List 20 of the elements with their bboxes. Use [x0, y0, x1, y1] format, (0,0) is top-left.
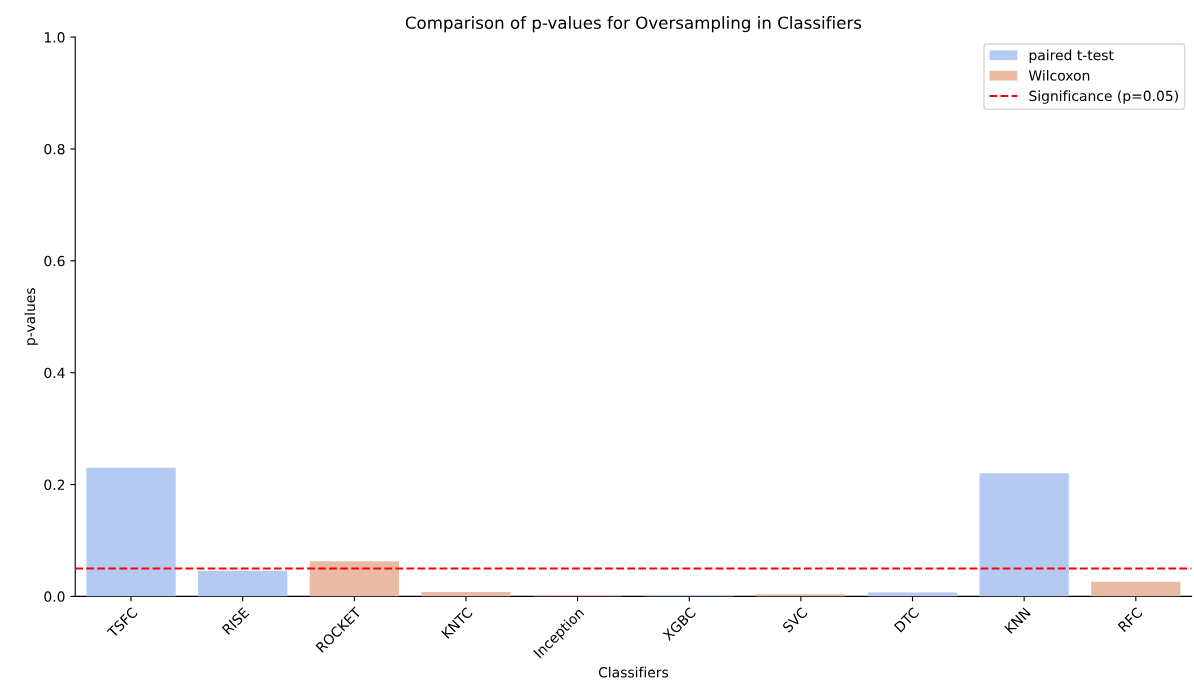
legend-label: Significance (p=0.05) [1029, 90, 1178, 104]
y-tick-label: 0.6 [44, 255, 65, 267]
legend-label: paired t-test [1029, 49, 1114, 64]
bar [421, 591, 511, 597]
bar [86, 467, 176, 597]
y-tick-label: 0.2 [44, 479, 65, 491]
y-tick-label: 0.4 [44, 367, 65, 379]
y-tick-label: 0.8 [44, 143, 65, 155]
bar [979, 473, 1069, 597]
bar [198, 570, 288, 597]
bar [756, 594, 846, 597]
bar [867, 592, 958, 597]
bar [1091, 581, 1181, 597]
y-axis-title: p-values [24, 288, 38, 345]
x-axis-title: Classifiers [598, 666, 669, 678]
chart-title: Comparison of p-values for Oversampling in Classifiers [405, 16, 862, 33]
bar [309, 561, 399, 597]
y-tick-label: 1.0 [44, 32, 65, 43]
legend-label: Wilcoxon [1028, 69, 1090, 81]
y-tick-label: 0.0 [44, 591, 65, 602]
